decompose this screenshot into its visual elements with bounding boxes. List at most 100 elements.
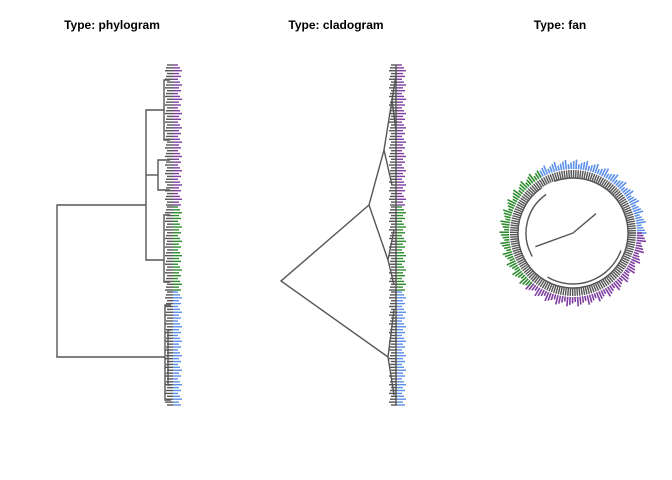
tip-branch (617, 264, 625, 270)
tip-label (173, 355, 182, 357)
tip-label (173, 337, 180, 340)
tip-label (636, 242, 642, 245)
tip-branch (514, 254, 523, 259)
tip-label (622, 187, 629, 194)
tip-label (173, 132, 181, 135)
tip-label (533, 175, 538, 181)
tip-branch (562, 287, 565, 296)
tip-branch (536, 180, 543, 189)
tip-label (173, 98, 182, 100)
tip-label (397, 286, 403, 288)
tip-label (173, 389, 181, 392)
tip-label (581, 296, 585, 303)
tip-label (173, 152, 180, 155)
tip-label (173, 84, 182, 86)
tip-label (602, 288, 607, 295)
tip-branch (510, 222, 519, 225)
tip-branch (511, 246, 521, 250)
tip-label (576, 296, 580, 307)
tip-branch (607, 184, 614, 192)
tip-label (397, 212, 406, 214)
tip-label (611, 174, 619, 183)
tip-label (504, 238, 510, 242)
tip-branch (604, 181, 611, 189)
tip-label (173, 175, 181, 178)
tip-label (397, 283, 406, 285)
tip-label (173, 320, 178, 322)
tip-branch (612, 189, 620, 196)
root-branch (279, 204, 389, 358)
tip-branch (625, 248, 634, 253)
tip-label (531, 284, 537, 291)
tip-branch (616, 265, 624, 272)
tip-label (173, 198, 182, 200)
tip-label (397, 84, 406, 86)
tip-branch (511, 217, 520, 221)
tip-label (537, 288, 543, 297)
tip-label (580, 162, 583, 170)
tip-branch (588, 285, 593, 294)
tip-label (173, 150, 178, 152)
tip-branch (548, 283, 553, 292)
tip-label (397, 314, 403, 316)
tip-label (173, 107, 178, 109)
tip-label (397, 204, 405, 206)
tip-label (397, 124, 404, 126)
tip-branch (513, 210, 522, 215)
tip-label (173, 272, 179, 274)
tip-label (397, 305, 402, 308)
tip-label (397, 220, 402, 223)
tip-label (173, 360, 181, 363)
tip-branch (551, 173, 556, 182)
tip-branch (605, 276, 612, 284)
tip-label (607, 173, 613, 180)
tip-label (397, 308, 404, 311)
tip-label (173, 317, 181, 319)
tip-branch (603, 277, 610, 286)
tip-label (173, 237, 180, 240)
tip-label (397, 246, 405, 248)
tip-label (614, 280, 622, 288)
tip-label (397, 280, 404, 283)
tip-label (631, 204, 637, 208)
tip-label (397, 72, 403, 75)
tip-branch (576, 287, 579, 296)
tip-label (173, 398, 182, 400)
tip-branch (510, 224, 519, 227)
tip-label (564, 159, 568, 170)
tip-label (173, 323, 180, 325)
tip-label (630, 199, 640, 206)
tip-branch (620, 200, 628, 206)
tip-label (511, 264, 519, 270)
tip-label (636, 221, 646, 225)
tip-label (507, 202, 516, 207)
tip-branch (627, 225, 636, 228)
tip-label (543, 165, 549, 175)
tip-label (620, 275, 629, 283)
tip-label (519, 276, 528, 285)
tip-label (502, 209, 513, 214)
tip-label (519, 183, 527, 191)
tip-branch (591, 173, 596, 182)
tip-branch (620, 258, 629, 264)
tip-branch (602, 179, 609, 188)
tip-branch (515, 256, 524, 262)
tip-label (544, 291, 550, 302)
tip-branch (527, 188, 535, 195)
tip-label (173, 314, 179, 316)
tip-label (173, 138, 180, 140)
tip-label (536, 170, 542, 178)
tip-label (173, 229, 179, 231)
tip-label (397, 184, 406, 186)
tip-label (173, 277, 178, 280)
tip-label (173, 343, 179, 345)
tip-label (173, 118, 181, 120)
tip-branch (525, 268, 533, 276)
tip-branch (610, 187, 618, 195)
tip-label (173, 72, 179, 75)
tip-label (595, 292, 601, 302)
tip-label (397, 337, 404, 340)
tip-branch (593, 174, 598, 183)
tip-label (173, 70, 182, 72)
tip-branch (627, 227, 636, 230)
